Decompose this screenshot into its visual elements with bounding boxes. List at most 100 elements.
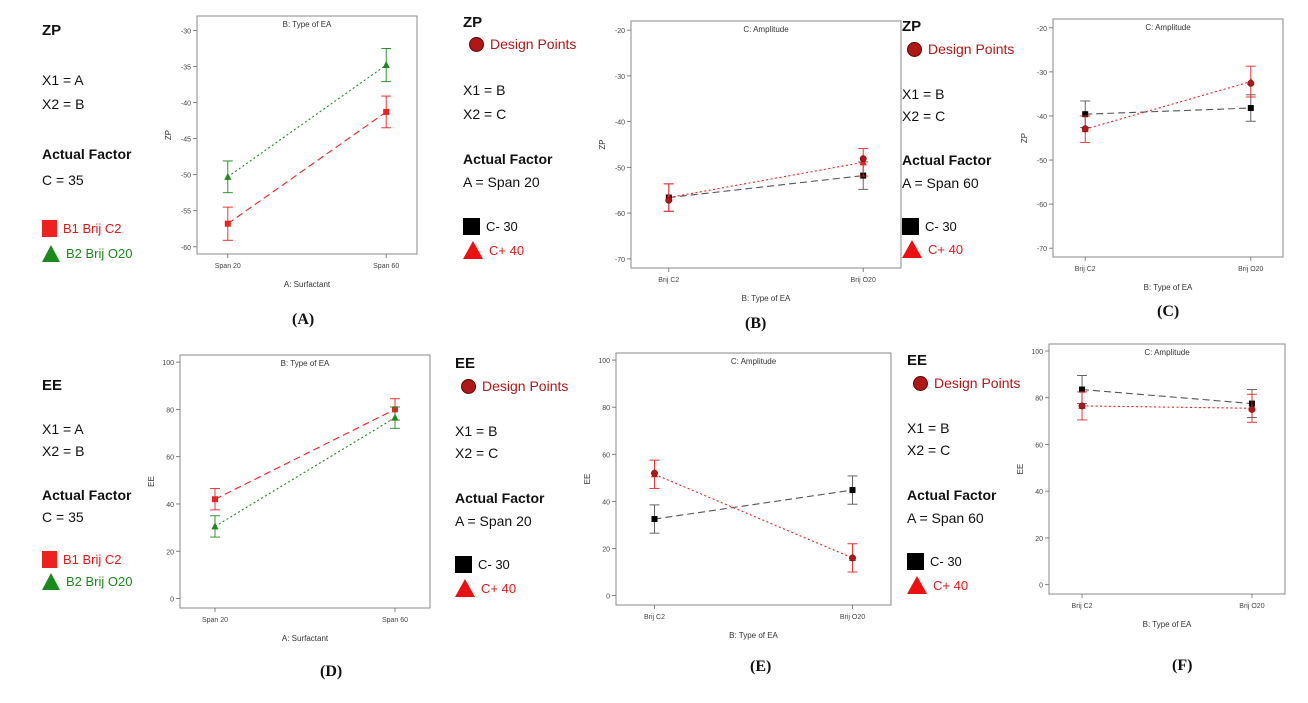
x-axis-label: A: Surfactant — [284, 280, 331, 289]
y-axis-label: ZP — [1020, 133, 1029, 143]
legend-series-1: B1 Brij C2 — [42, 551, 122, 568]
y-tick-label: -50 — [181, 173, 191, 180]
x-axis-label: B: Type of EA — [729, 631, 778, 640]
legend-title: ZP — [902, 18, 922, 35]
legend-x1: X1 = B — [455, 423, 498, 439]
y-tick-label: 0 — [1039, 583, 1043, 590]
plot-frame — [615, 352, 892, 606]
legend-actual-factor: Actual Factor — [907, 487, 997, 503]
series-line — [214, 408, 396, 500]
black-square-icon — [463, 218, 480, 235]
series-line — [1082, 405, 1252, 409]
legend-fixed-factor: C = 35 — [42, 172, 84, 188]
series-line — [668, 161, 864, 199]
legend-actual-factor: Actual Factor — [455, 490, 545, 506]
caption-a: (A) — [292, 311, 315, 328]
caption-b: (B) — [745, 315, 767, 332]
legend-actual-factor: Actual Factor — [902, 152, 992, 168]
y-tick-label: 20 — [166, 549, 174, 556]
legend-series-2: C+ 40 — [907, 576, 968, 594]
legend-series-1-label: C- 30 — [486, 219, 518, 234]
caption-c: (C) — [1157, 303, 1180, 320]
chart-title: C: Amplitude — [1144, 348, 1190, 357]
y-tick-label: 60 — [1035, 442, 1043, 449]
legend-series-2-label: B2 Brij O20 — [66, 246, 133, 261]
data-point-square — [224, 220, 231, 227]
red-square-icon — [42, 220, 57, 237]
data-point-square — [651, 516, 658, 523]
data-point-triangle — [224, 172, 232, 180]
legend-series-2: B2 Brij O20 — [42, 573, 132, 590]
y-tick-label: 100 — [162, 360, 174, 367]
legend-design-points: Design Points — [469, 36, 576, 52]
design-point-icon — [461, 378, 476, 394]
x-tick-label: Brij C2 — [1075, 266, 1096, 273]
black-square-icon — [455, 556, 472, 573]
caption-f: (F) — [1172, 657, 1193, 674]
series-line — [1081, 389, 1253, 405]
legend-fixed-factor: A = Span 60 — [907, 510, 984, 526]
chart-title: C: Amplitude — [1145, 23, 1191, 32]
y-tick-label: -60 — [1037, 202, 1047, 209]
y-tick-label: -30 — [615, 74, 625, 81]
legend-title: EE — [42, 377, 63, 394]
x-tick-label: Span 20 — [202, 617, 228, 624]
red-square-icon — [42, 551, 57, 568]
y-axis-label: ZP — [598, 139, 607, 149]
legend-fixed-factor: A = Span 20 — [463, 174, 540, 190]
y-tick-label: 0 — [170, 597, 174, 604]
data-point-triangle — [391, 413, 399, 421]
legend-design-points: Design Points — [907, 41, 1014, 57]
y-tick-label: -30 — [1037, 70, 1047, 77]
y-tick-label: -20 — [615, 28, 625, 35]
y-tick-label: 40 — [166, 502, 174, 509]
y-tick-label: 20 — [602, 546, 610, 553]
legend-title: ZP — [463, 14, 483, 31]
data-point-square — [1079, 386, 1086, 393]
y-tick-label: -35 — [181, 64, 191, 71]
legend-design-points-label: Design Points — [490, 36, 577, 52]
red-triangle-icon — [902, 240, 922, 258]
chart-f: C: Amplitude 0 20 40 60 80 100 Brij C2 Brij O20 B… — [1016, 343, 1286, 629]
y-tick-label: -60 — [181, 245, 191, 252]
legend-actual-factor: Actual Factor — [42, 487, 132, 503]
legend-series-2: C+ 40 — [463, 241, 524, 259]
chart-title: B: Type of EA — [281, 359, 330, 368]
plot-frame — [196, 15, 418, 255]
design-point — [859, 155, 867, 163]
legend-series-1: B1 Brij C2 — [42, 220, 122, 237]
series-line — [227, 64, 387, 178]
series-line — [1085, 81, 1251, 130]
y-tick-label: -55 — [181, 209, 191, 216]
legend-series-1: C- 30 — [907, 553, 962, 570]
design-point — [1248, 405, 1256, 413]
y-tick-label: -40 — [181, 101, 191, 108]
legend-series-2-label: C+ 40 — [481, 580, 517, 596]
chart-b: C: Amplitude -70 -60 -50 -40 -30 -20 Brij C2 Bri… — [598, 20, 902, 303]
x-tick-label: Span 60 — [382, 617, 408, 624]
legend-series-1: C- 30 — [455, 556, 510, 573]
legend-series-1: C- 30 — [463, 218, 518, 235]
red-triangle-icon — [463, 241, 483, 259]
y-axis-label: EE — [583, 474, 592, 485]
data-point-square — [383, 108, 390, 115]
black-square-icon — [902, 218, 919, 235]
x-tick-label: Brij C2 — [658, 277, 679, 284]
design-point-icon — [469, 36, 484, 52]
y-tick-label: 40 — [602, 499, 610, 506]
legend-series-2-label: C+ 40 — [489, 242, 525, 258]
x-axis-label: A: Surfactant — [282, 634, 329, 643]
plot-frame — [630, 20, 902, 269]
y-tick-label: -50 — [1037, 158, 1047, 165]
series-line — [214, 417, 396, 527]
design-point-icon — [907, 41, 922, 57]
y-axis-label: EE — [147, 476, 156, 487]
x-axis-label: B: Type of EA — [742, 294, 791, 303]
legend-x2: X2 = B — [42, 96, 85, 112]
legend-title: ZP — [42, 22, 62, 39]
design-point — [651, 469, 658, 477]
legend-series-2-label: C+ 40 — [933, 577, 969, 593]
chart-d: B: Type of EA 0 20 40 60 80 100 Span 20 Span 60 A… — [147, 354, 431, 643]
legend-x1: X1 = B — [902, 86, 945, 102]
data-point-square — [212, 496, 218, 503]
